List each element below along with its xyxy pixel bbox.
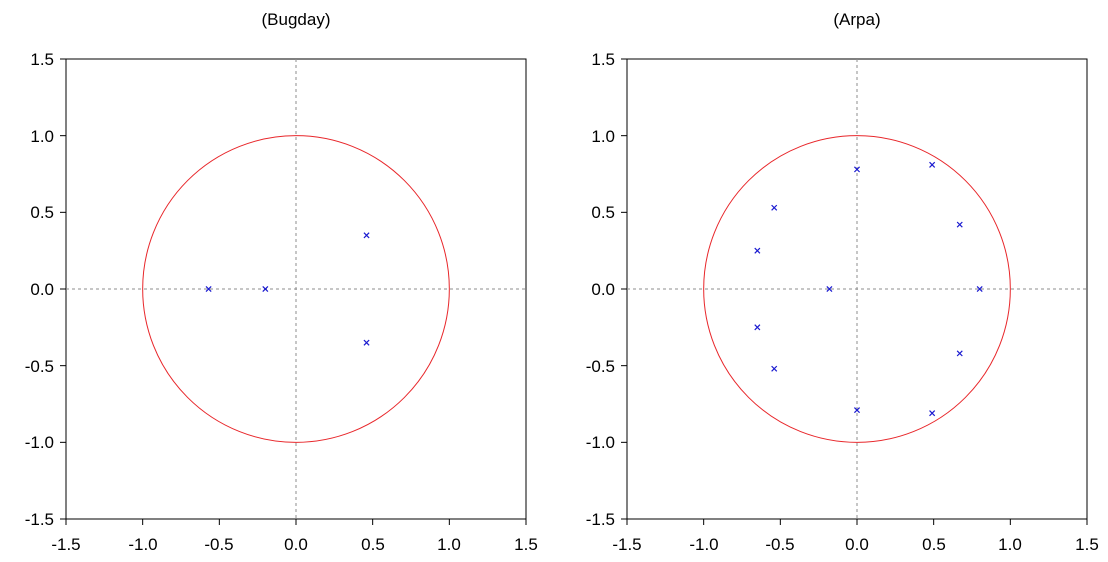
y-ticks-arpa: 1.5 1.0 0.5 0.0 -0.5 -1.0 -1.5	[586, 50, 615, 529]
y-tick-label: -1.0	[586, 433, 615, 452]
roots-bugday	[205, 232, 370, 346]
root-point	[754, 324, 761, 331]
root-point	[929, 161, 936, 168]
y-tick-label: -0.5	[25, 357, 54, 376]
unit-circle	[703, 135, 1011, 443]
root-marker-stroke	[929, 410, 936, 417]
y-tick-label: 0.5	[591, 203, 615, 222]
root-point	[929, 410, 936, 417]
x-tick-label: 0.0	[845, 535, 869, 554]
root-marker-stroke	[976, 285, 983, 293]
root-marker-stroke	[754, 324, 761, 331]
x-ticks-bugday: -1.5 -1.0 -0.5 0.0 0.5 1.0 1.5	[51, 535, 537, 554]
roots-arpa	[754, 161, 983, 417]
root-point	[262, 285, 269, 293]
root-marker-stroke	[853, 166, 861, 173]
chart-title-arpa: (Arpa)	[833, 10, 880, 29]
y-tick-label: 0.0	[591, 280, 615, 299]
x-tick-label: 0.5	[922, 535, 946, 554]
tick-marks-bugday	[60, 58, 527, 525]
unit-circle	[142, 135, 450, 443]
root-point	[771, 204, 778, 211]
tick-marks-arpa	[621, 58, 1088, 525]
root-marker-stroke	[929, 161, 936, 168]
ref-lines-arpa	[627, 59, 1087, 519]
y-ticks-bugday: 1.5 1.0 0.5 0.0 -0.5 -1.0 -1.5	[25, 50, 54, 529]
y-tick-label: -1.0	[25, 433, 54, 452]
root-marker-stroke	[771, 365, 778, 372]
root-point	[363, 339, 370, 346]
x-tick-label: 1.5	[1075, 535, 1099, 554]
x-ticks-arpa: -1.5 -1.0 -0.5 0.0 0.5 1.0 1.5	[612, 535, 1098, 554]
root-point	[205, 285, 212, 293]
x-tick-label: 0.0	[284, 535, 308, 554]
panel-arpa: (Arpa) 1.5 1.0 0.5 0.0 -0.5 -1.0 -1.5 -1…	[586, 10, 1099, 554]
ref-lines-bugday	[66, 59, 526, 519]
root-marker-stroke	[956, 350, 963, 357]
root-point	[363, 232, 370, 239]
root-marker-stroke	[853, 407, 861, 414]
root-point	[976, 285, 983, 293]
y-tick-label: 1.5	[30, 50, 54, 69]
y-tick-label: 1.5	[591, 50, 615, 69]
y-tick-label: 0.5	[30, 203, 54, 222]
y-tick-label: 1.0	[30, 127, 54, 146]
root-marker-stroke	[956, 221, 963, 228]
root-marker-stroke	[826, 285, 833, 293]
root-marker-stroke	[771, 204, 778, 211]
x-tick-label: -1.0	[128, 535, 157, 554]
root-point	[771, 365, 778, 372]
x-tick-label: 1.5	[514, 535, 538, 554]
unit-circle-arpa	[703, 135, 1011, 443]
x-tick-label: -1.5	[612, 535, 641, 554]
root-marker-stroke	[205, 285, 212, 293]
x-tick-label: -1.0	[689, 535, 718, 554]
y-tick-label: 1.0	[591, 127, 615, 146]
x-tick-label: 0.5	[361, 535, 385, 554]
root-marker-stroke	[754, 247, 761, 254]
root-marker-stroke	[363, 232, 370, 239]
y-tick-label: -1.5	[586, 510, 615, 529]
root-point	[956, 221, 963, 228]
x-tick-label: 1.0	[998, 535, 1022, 554]
root-point	[956, 350, 963, 357]
y-tick-label: -1.5	[25, 510, 54, 529]
x-tick-label: -1.5	[51, 535, 80, 554]
root-marker-stroke	[262, 285, 269, 293]
root-point	[754, 247, 761, 254]
x-tick-label: 1.0	[437, 535, 461, 554]
y-tick-label: -0.5	[586, 357, 615, 376]
x-tick-label: -0.5	[765, 535, 794, 554]
root-point	[853, 166, 861, 173]
root-point	[853, 407, 861, 414]
unit-circle-bugday	[142, 135, 450, 443]
y-tick-label: 0.0	[30, 280, 54, 299]
chart-title-bugday: (Bugday)	[262, 10, 331, 29]
panel-bugday: (Bugday) 1.5 1.0 0.5 0.0 -0.5 -1.0 -1.5 …	[25, 10, 538, 554]
root-marker-stroke	[363, 339, 370, 346]
x-tick-label: -0.5	[204, 535, 233, 554]
root-point	[826, 285, 833, 293]
